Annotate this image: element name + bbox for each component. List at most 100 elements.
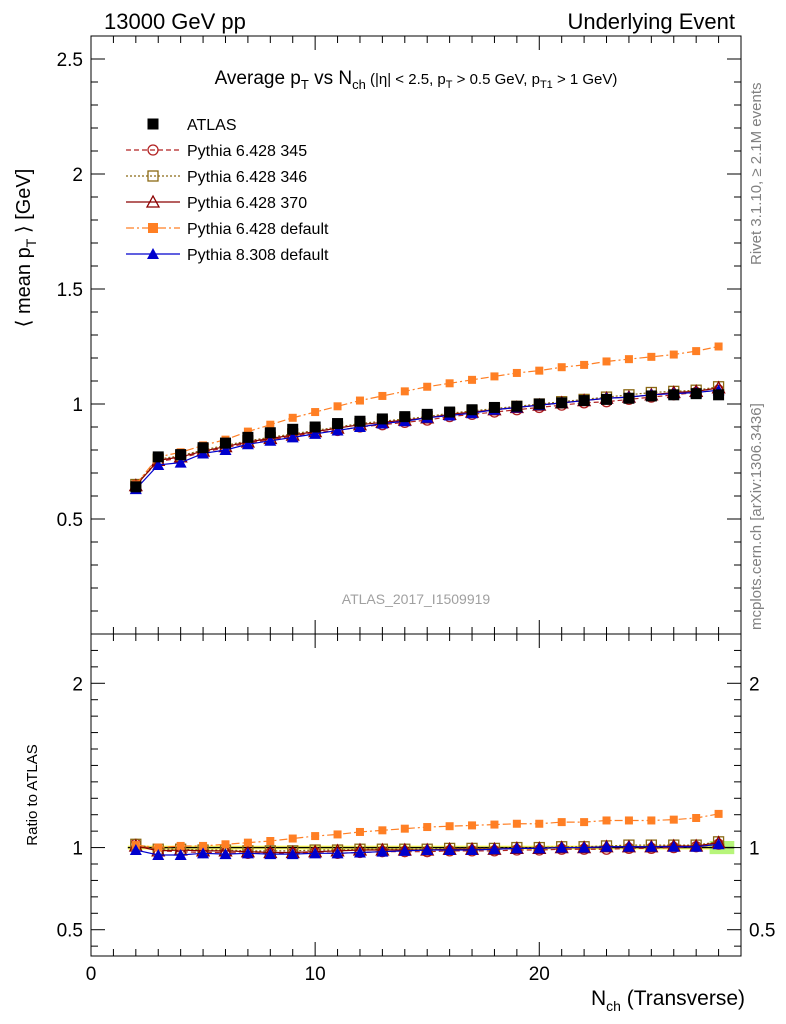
legend-marker-p8def [147,248,159,259]
ratio-point-p6def [378,826,387,835]
legend-marker-atlas [147,118,159,130]
legend-marker-p6def [148,223,158,233]
ratio-point-p6def [266,837,275,845]
ratio-y-tick-label: 2 [72,674,83,695]
ratio-point-p8def [466,844,479,856]
ratio-point-p6def [199,841,208,850]
ratio-y-axis-label: Ratio to ATLAS [24,744,41,845]
header-left: 13000 GeV pp [104,9,246,34]
data-point-p6def [669,350,678,359]
legend-label-p6def: Pythia 6.428 default [187,221,329,238]
legend-label-p370: Pythia 6.428 370 [187,195,307,212]
ratio-point-p8def [443,844,456,856]
ratio-point-p8def [578,841,591,853]
main-panel: 0.5 1 1.5 2 2.5 [57,35,742,635]
ratio-point-p6def [176,841,185,850]
main-y-tick-label: 0.5 [57,510,83,531]
ratio-point-p6def [557,818,566,827]
x-axis-label: Nch (Transverse) [591,987,745,1014]
ratio-point-p6def [512,819,521,828]
data-point-atlas [623,392,635,404]
x-tick-label: 0 [86,964,97,985]
data-point-p6def [378,391,387,400]
data-point-p8def [152,458,165,470]
data-point-p6def [423,382,432,391]
data-point-p6def [311,408,320,417]
ratio-line-p346 [135,841,719,852]
series-line-p6def [135,345,719,485]
legend-label-p346: Pythia 6.428 346 [187,169,307,186]
ratio-y-tick-label: 0.5 [57,921,83,942]
data-point-atlas [690,388,702,400]
data-point-p6def [692,347,701,356]
ratio-point-p8def [667,840,680,852]
data-point-p6def [288,413,297,422]
data-point-atlas [444,406,456,418]
main-y-tick-label: 2.5 [57,50,83,71]
data-point-atlas [511,400,523,412]
ratio-point-p8def [197,847,210,859]
data-point-atlas [332,418,344,430]
legend-marker-p346 [147,170,159,182]
data-point-atlas [309,421,321,433]
data-point-p6def [490,372,499,381]
ratio-point-p6def [602,816,611,825]
legend: ATLAS Pythia 6.428 345 Pythia 6.428 346 Pyt… [126,117,329,264]
data-point-p6def [355,396,364,405]
ratio-point-p8def [421,844,434,856]
ratio-point-p6def [580,818,589,827]
data-point-atlas [399,411,411,423]
data-point-atlas [466,404,478,416]
ratio-point-p8def [510,842,523,854]
ratio-point-p8def [600,840,613,852]
legend-label-p345: Pythia 6.428 345 [187,143,307,160]
ratio-point-p8def [376,845,389,857]
ratio-point-p8def [488,843,501,855]
data-point-atlas [130,481,142,493]
ratio-point-p8def [331,847,344,859]
ratio-point-p6def [311,832,320,841]
data-point-atlas [601,393,613,405]
legend-marker-p345 [147,144,159,156]
ratio-point-p6def [288,834,297,843]
ratio-y-tick-label: 1 [72,839,83,860]
data-point-atlas [197,442,209,454]
ratio-point-p8def [241,847,254,859]
ratio-point-p8def [555,841,568,853]
data-point-p6def [468,375,477,384]
ratio-point-p8def [622,840,635,852]
data-point-atlas [645,390,657,402]
ratio-point-p6def [423,823,432,832]
ratio-point-p6def [400,824,409,833]
data-point-p8def [264,434,277,446]
legend-label-p8def: Pythia 8.308 default [187,247,329,264]
ratio-y-tick-label-right: 2 [749,674,760,695]
ratio-point-p8def [174,848,187,860]
ratio-y-tick-label-right: 0.5 [749,921,775,942]
data-point-atlas [219,437,231,449]
data-point-p6def [602,357,611,366]
ratio-point-p8def [286,848,299,860]
main-y-tick-label: 1 [72,395,83,416]
data-point-p6def [647,352,656,361]
data-point-atlas [556,397,568,409]
ratio-point-p6def [692,814,701,822]
data-point-p8def [219,444,232,455]
ratio-point-p8def [690,840,703,852]
ratio-point-p6def [490,820,499,829]
ratio-point-p6def [535,819,544,828]
ratio-panel: 0.5 0.51 12 20 10 20 [57,633,775,985]
data-point-atlas [152,451,164,463]
main-y-axis-label: ⟨ mean pT ⟩ [GeV] [13,169,39,328]
ratio-point-p6def [445,822,454,831]
ratio-point-p6def [624,816,633,825]
data-point-atlas [242,431,254,443]
legend-label-atlas: ATLAS [187,117,237,134]
ratio-point-p6def [714,809,723,818]
ratio-panel-frame [90,633,742,957]
data-point-atlas [578,395,590,407]
data-point-atlas [354,415,366,427]
ratio-point-p8def [309,847,322,859]
data-point-p6def [333,402,342,411]
ratio-point-p8def [264,848,277,860]
